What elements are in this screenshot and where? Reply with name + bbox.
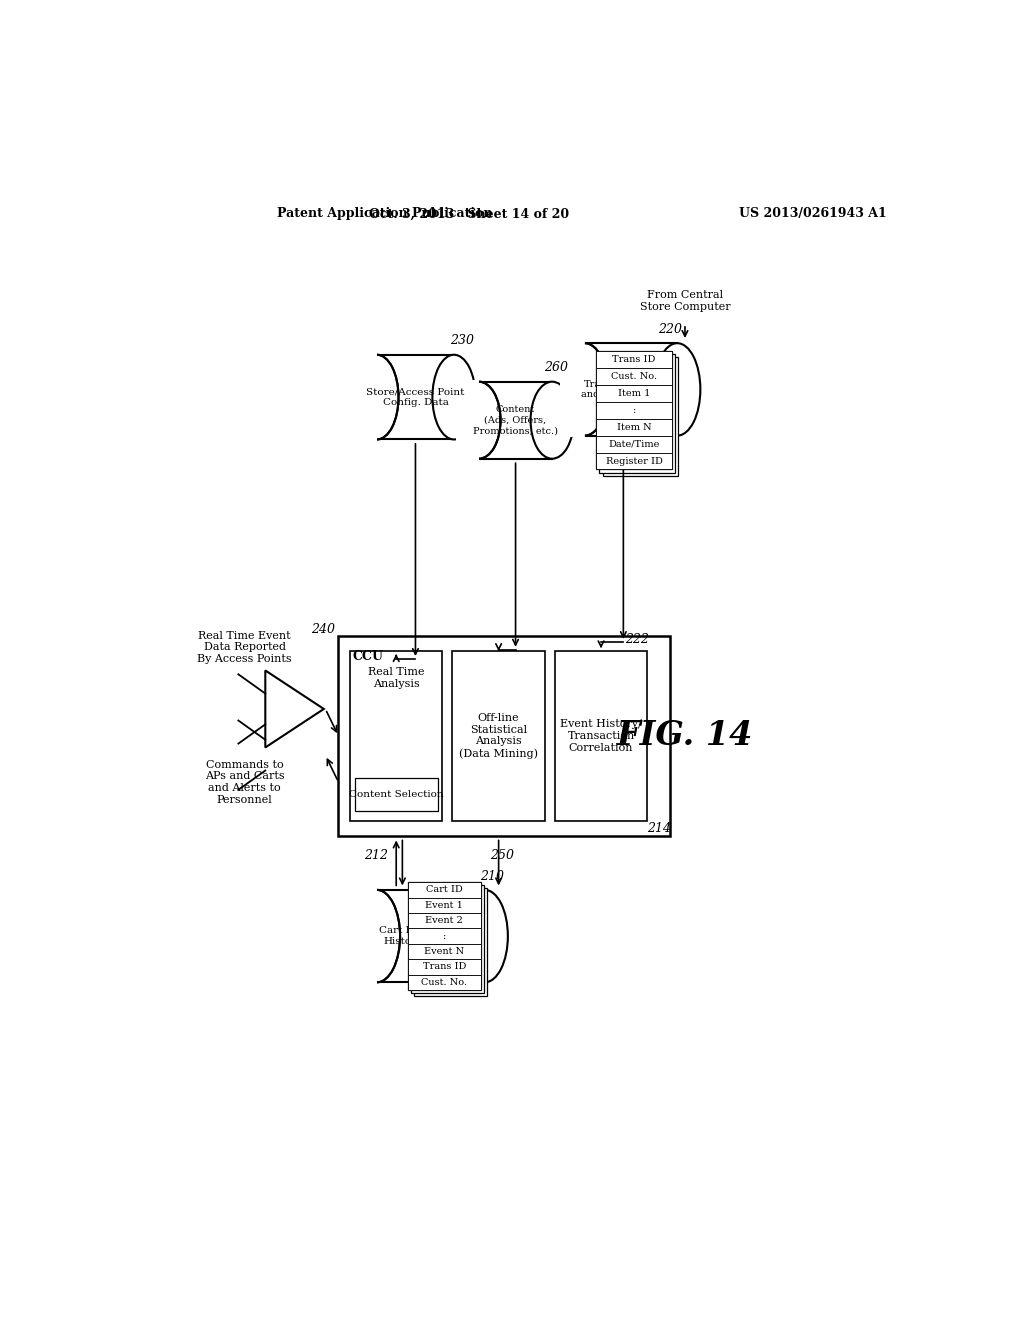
Text: Store/Access Point
Config. Data: Store/Access Point Config. Data (367, 387, 465, 407)
Text: Patent Application Publication: Patent Application Publication (276, 207, 493, 220)
Text: US 2013/0261943 A1: US 2013/0261943 A1 (739, 207, 887, 220)
Text: Cart Event
Histories: Cart Event Histories (379, 927, 436, 946)
Ellipse shape (432, 355, 475, 440)
Text: Event History/
Transaction
Correlation: Event History/ Transaction Correlation (560, 719, 642, 752)
Text: Real Time Event
Data Reported
By Access Points: Real Time Event Data Reported By Access … (198, 631, 292, 664)
Text: 220: 220 (657, 323, 682, 335)
Ellipse shape (562, 343, 608, 436)
Text: From Central
Store Computer: From Central Store Computer (640, 290, 730, 312)
Text: Event 1: Event 1 (425, 900, 463, 909)
Ellipse shape (354, 890, 400, 982)
Bar (408, 944, 481, 960)
Text: :: : (442, 932, 446, 941)
Text: Real Time
Analysis: Real Time Analysis (368, 668, 425, 689)
Ellipse shape (530, 381, 573, 459)
Bar (596, 368, 672, 385)
Bar (408, 928, 481, 944)
Text: 230: 230 (450, 334, 474, 347)
Text: Cart ID: Cart ID (426, 886, 463, 895)
Bar (596, 401, 672, 418)
Bar (456, 380, 479, 461)
Text: Date/Time: Date/Time (608, 440, 659, 449)
Ellipse shape (458, 381, 501, 459)
Text: Trans ID: Trans ID (612, 355, 655, 364)
Text: 222: 222 (626, 634, 649, 647)
Text: Event N: Event N (424, 946, 465, 956)
Bar (479, 381, 552, 459)
Bar (408, 974, 481, 990)
Text: Content Selection: Content Selection (349, 789, 443, 799)
Ellipse shape (654, 343, 700, 436)
Bar (354, 354, 377, 441)
Text: Item N: Item N (616, 422, 651, 432)
Bar (350, 651, 442, 821)
Bar (596, 351, 672, 470)
Text: Item 1: Item 1 (617, 389, 650, 397)
Bar (408, 960, 481, 974)
Text: 240: 240 (310, 623, 335, 636)
Bar (596, 453, 672, 470)
Bar (352, 888, 377, 983)
Bar (408, 898, 481, 913)
Bar (596, 436, 672, 453)
Bar (555, 651, 647, 821)
Text: Content
(Ads, Offers,
Promotions, etc.): Content (Ads, Offers, Promotions, etc.) (473, 405, 558, 436)
Bar (596, 385, 672, 401)
Text: 212: 212 (365, 849, 388, 862)
Bar (602, 358, 678, 475)
Text: Register ID: Register ID (606, 457, 663, 466)
Bar (377, 890, 484, 982)
Text: Off-line
Statistical
Analysis
(Data Mining): Off-line Statistical Analysis (Data Mini… (459, 713, 539, 759)
Text: Store
Transactions
and Customer
Profiles: Store Transactions and Customer Profiles (581, 370, 650, 409)
Text: Oct. 3, 2013   Sheet 14 of 20: Oct. 3, 2013 Sheet 14 of 20 (370, 207, 569, 220)
Bar (408, 882, 481, 898)
Text: FIG. 14: FIG. 14 (616, 719, 753, 752)
Text: Cust. No.: Cust. No. (421, 978, 467, 987)
Bar (354, 779, 438, 810)
Bar (453, 651, 545, 821)
Bar (339, 636, 670, 836)
Text: 210: 210 (480, 870, 505, 883)
Bar (596, 418, 672, 436)
Text: 250: 250 (490, 849, 514, 862)
Text: Event 2: Event 2 (425, 916, 463, 925)
Text: 260: 260 (544, 362, 568, 375)
Bar (408, 913, 481, 928)
Text: CCU: CCU (352, 649, 383, 663)
Ellipse shape (355, 355, 398, 440)
Bar (585, 343, 677, 436)
Bar (414, 888, 487, 997)
Bar (560, 342, 585, 437)
Text: Commands to
APs and Carts
and Alerts to
Personnel: Commands to APs and Carts and Alerts to … (205, 760, 285, 804)
Bar (596, 351, 672, 368)
Ellipse shape (462, 890, 508, 982)
Bar (599, 354, 675, 473)
Text: Cust. No.: Cust. No. (611, 372, 657, 380)
Text: 214: 214 (647, 822, 671, 834)
Bar (377, 355, 454, 440)
Bar (411, 886, 484, 993)
Text: :: : (633, 405, 636, 414)
Bar (408, 882, 481, 990)
Text: Trans ID: Trans ID (423, 962, 466, 972)
